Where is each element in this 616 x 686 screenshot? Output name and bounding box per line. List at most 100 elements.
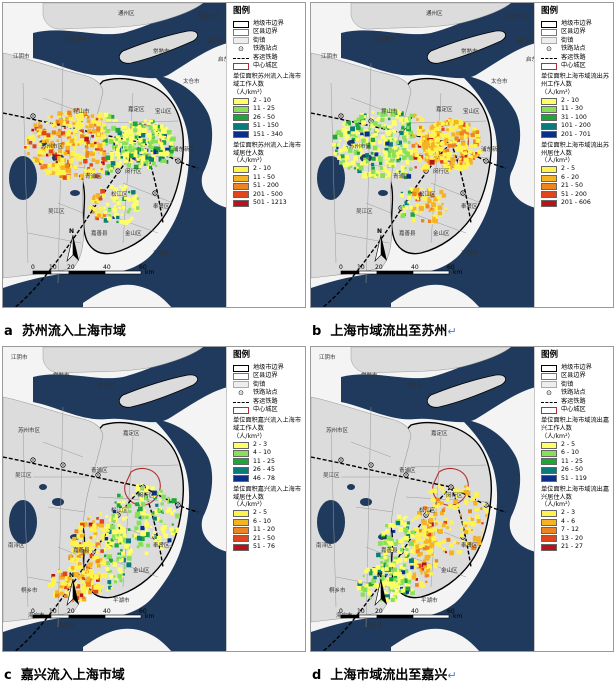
chongming-island (118, 374, 198, 408)
place-label: 平湖市 (461, 249, 478, 257)
caption-letter: a (4, 324, 13, 339)
east-china-sea (3, 419, 228, 651)
legend: 图例 地级市边界 区县边界 街镇 ⊙ 铁路站点 客运铁路 中心城区 单位面积上海市域流出苏州工作… (534, 3, 613, 307)
caption-text: 上海市域流出至嘉兴 (330, 668, 448, 683)
nantong-land (350, 3, 512, 30)
north-label: N (377, 572, 382, 579)
legend-swatch (541, 122, 557, 130)
legend-swatch (541, 106, 557, 114)
place-label: 金山区 (133, 566, 150, 574)
legend-class-label: 51 - 150 (253, 122, 279, 130)
scale-unit-label: km (145, 269, 154, 276)
nantong-land (42, 347, 204, 374)
legend-series-unit: （人/km²） (233, 157, 266, 165)
legend-symbol (233, 373, 249, 381)
place-label: 江阴市 (11, 353, 28, 361)
legend-symbol (541, 62, 557, 70)
legend-series-title: 单位面积上海市域流出嘉兴工作人数 (541, 417, 610, 433)
legend-row-county-boundary: 区县边界 (233, 28, 302, 37)
legend-swatch (541, 543, 557, 551)
legend-symbol (233, 406, 249, 414)
legend-label: 客运铁路 (561, 397, 586, 405)
legend-row-center-district: 中心城区 (541, 62, 610, 70)
legend-swatch (233, 199, 249, 207)
north-arrow-icon: N (66, 228, 79, 262)
legend-class-label: 51 - 200 (561, 190, 587, 198)
place-label: 吴江区 (323, 472, 340, 479)
legend-row-city-boundary: 地级市边界 (541, 20, 610, 28)
scale-tick-label: 10 (357, 608, 365, 615)
scale-tick-label: 40 (411, 264, 419, 271)
legend-swatch (233, 166, 249, 174)
north-arrow-icon: N (66, 572, 79, 606)
place-label: 吴江区 (356, 208, 373, 215)
legend-class-row: 51 - 119 (541, 475, 610, 483)
legend-class-label: 7 - 12 (561, 526, 579, 534)
place-label: 嘉善县 (73, 546, 90, 554)
legend-swatch (233, 535, 249, 543)
scale-unit-label: km (453, 613, 462, 620)
legend-swatch (233, 174, 249, 182)
legend-class-row: 11 - 25 (233, 458, 302, 466)
legend-series-title: 单位面积上海市域流出苏州工作人数 (541, 73, 610, 89)
place-label: 浦东新区 (481, 145, 504, 153)
place-label: 青浦区 (85, 172, 102, 180)
legend-swatch (233, 466, 249, 474)
legend-row-station: ⊙ 铁路站点 (233, 389, 302, 397)
legend-symbol (233, 364, 249, 372)
scale-tick-label: 10 (49, 608, 57, 615)
legend-symbol (233, 62, 249, 70)
scale-tick-label: 20 (375, 608, 383, 615)
place-label: 奉贤区 (153, 541, 170, 549)
lake (39, 484, 47, 490)
legend-row-center-district: 中心城区 (541, 406, 610, 414)
place-label: 闵行区 (446, 491, 463, 499)
place-label: 江阴市 (13, 52, 30, 60)
legend-row-railway: 客运铁路 (233, 398, 302, 406)
center-district-outline (432, 467, 469, 506)
yangtze-river (341, 3, 536, 79)
place-label: 松江区 (419, 190, 436, 198)
legend-class-row: 4 - 10 (233, 449, 302, 458)
legend-row-town: 街镇 (541, 37, 610, 45)
place-label: 松江区 (111, 506, 128, 514)
legend-row-railway: 客运铁路 (233, 54, 302, 62)
legend-label: 地级市边界 (561, 364, 592, 371)
caption-letter: c (4, 668, 12, 683)
legend-symbol (233, 381, 249, 389)
place-label: 嘉定区 (436, 105, 453, 113)
scale-tick-label: 60 (447, 608, 455, 615)
legend-symbol (233, 37, 249, 45)
legend-swatch (541, 526, 557, 534)
legend-class-label: 201 - 500 (253, 190, 283, 198)
scale-tick-label: 40 (103, 608, 111, 615)
yangtze-river (33, 347, 228, 423)
legend-symbol (233, 29, 249, 37)
legend-row-city-boundary: 地级市边界 (541, 364, 610, 372)
legend-class-row: 21 - 50 (541, 182, 610, 190)
scale-segment (376, 270, 414, 275)
legend-swatch (233, 450, 249, 458)
scale-tick-label: 60 (139, 264, 147, 271)
legend-class-label: 4 - 6 (561, 517, 576, 525)
caption-c: c 嘉兴流入上海市域 (4, 664, 125, 683)
legend-class-row: 4 - 6 (541, 518, 610, 526)
legend-row-city-boundary: 地级市边界 (233, 364, 302, 372)
place-label: 苏州市区 (18, 426, 41, 434)
place-label: 太仓市 (183, 77, 200, 85)
legend-class-label: 201 - 606 (561, 199, 591, 207)
place-label: 嘉定区 (431, 429, 448, 437)
scale-segment (32, 614, 52, 619)
place-label: 吴江区 (48, 208, 65, 215)
chongming-island (426, 374, 506, 408)
place-label: 金山区 (433, 229, 450, 237)
nantong-land (42, 3, 204, 30)
legend-label: 铁路站点 (561, 45, 586, 53)
paragraph-mark: ↵ (447, 669, 457, 682)
legend-class-row: 2 - 5 (233, 509, 302, 518)
legend-label: 客运铁路 (561, 53, 586, 61)
legend-class-row: 7 - 12 (541, 526, 610, 534)
taihu-lake (9, 156, 37, 200)
legend-row-county-boundary: 区县边界 (541, 372, 610, 381)
scale-segment (340, 270, 360, 275)
